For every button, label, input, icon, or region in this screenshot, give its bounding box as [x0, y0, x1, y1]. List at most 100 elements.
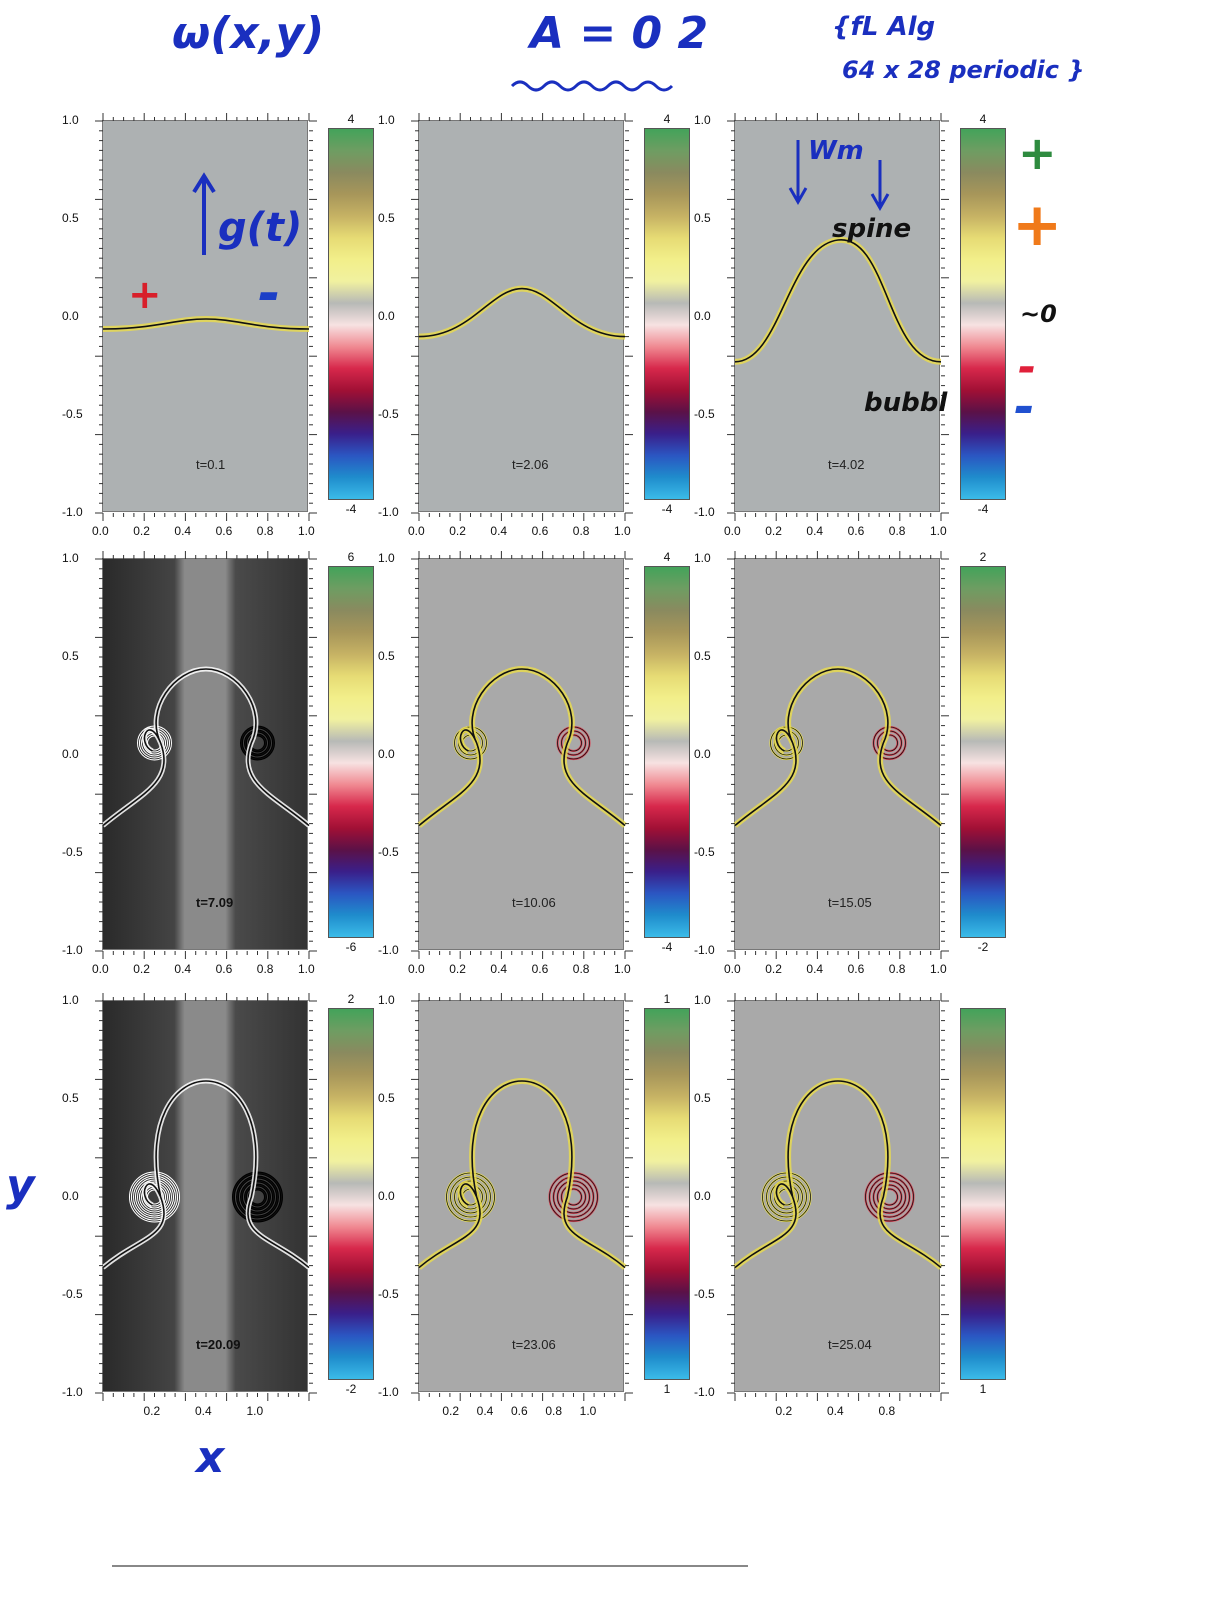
- vorticity-panel-8: t=23.06: [411, 993, 633, 1401]
- colorbar-max-label: 2: [347, 992, 355, 1006]
- y-tick-label: 0.5: [694, 1091, 711, 1105]
- y-tick-label: 1.0: [62, 551, 79, 565]
- wm-arrows: [788, 140, 890, 212]
- vorticity-panel-4: t=7.09: [95, 551, 317, 959]
- y-tick-label: 0.0: [378, 747, 395, 761]
- x-tick-label: 0.2: [133, 524, 150, 538]
- omega-label: ω(x,y): [172, 8, 325, 59]
- interface-plot: [727, 993, 949, 1401]
- y-tick-label: 0.5: [694, 649, 711, 663]
- colorbar: [644, 566, 690, 938]
- colorbar-min-label: -2: [977, 940, 989, 954]
- colorbar-min-label: -2: [345, 1382, 357, 1396]
- x-tick-label: 0.4: [490, 962, 508, 976]
- vorticity-panel-3: t=4.02: [727, 113, 949, 521]
- legend-plus-orange: +: [1012, 190, 1063, 260]
- x-tick-label: 0.0: [408, 524, 425, 538]
- x-tick-label: 0.8: [888, 524, 906, 538]
- x-tick-label: 0.2: [775, 1404, 793, 1418]
- x-tick-label: 1.0: [579, 1404, 597, 1418]
- colorbar: [960, 566, 1006, 938]
- y-tick-label: 0.5: [378, 649, 395, 663]
- y-tick-label: -0.5: [62, 407, 83, 421]
- x-tick-label: 0.8: [256, 962, 274, 976]
- time-label: t=7.09: [196, 895, 234, 910]
- x-tick-label: 0.6: [511, 1404, 528, 1418]
- y-tick-label: -0.5: [694, 407, 715, 421]
- colorbar-min-label: -4: [977, 502, 989, 516]
- colorbar-max-label: 1: [663, 992, 671, 1006]
- vorticity-panel-6: t=15.05: [727, 551, 949, 959]
- y-tick-label: -0.5: [378, 407, 399, 421]
- interface-plot: [411, 993, 633, 1401]
- x-tick-label: 0.2: [143, 1404, 161, 1418]
- y-tick-label: -1.0: [62, 943, 83, 957]
- colorbar: [644, 128, 690, 500]
- y-tick-label: -0.5: [694, 1287, 715, 1301]
- y-tick-label: 0.5: [62, 211, 79, 225]
- y-tick-label: -1.0: [694, 1385, 715, 1399]
- x-tick-label: 0.4: [490, 524, 508, 538]
- interface-plot: [411, 113, 633, 521]
- vorticity-panel-7: t=20.09: [95, 993, 317, 1401]
- legend-minus-red: -: [1018, 342, 1037, 393]
- method-line-1: {fL Alg: [832, 12, 936, 42]
- y-tick-label: -0.5: [694, 845, 715, 859]
- y-tick-label: 0.5: [378, 211, 395, 225]
- x-tick-label: 0.8: [572, 962, 590, 976]
- method-line-2: 64 x 28 periodic }: [842, 56, 1085, 84]
- colorbar: [328, 128, 374, 500]
- legend-plus-green: +: [1018, 126, 1057, 180]
- vorticity-panel-9: t=25.04: [727, 993, 949, 1401]
- vorticity-panel-5: t=10.06: [411, 551, 633, 959]
- time-label: t=23.06: [512, 1337, 556, 1352]
- x-tick-label: 0.0: [92, 524, 109, 538]
- time-label: t=15.05: [828, 895, 872, 910]
- interface-plot: [411, 551, 633, 959]
- x-tick-label: 0.8: [572, 524, 590, 538]
- interface-plot: [727, 113, 949, 521]
- x-tick-label: 0.4: [827, 1404, 844, 1418]
- x-tick-label: 0.2: [765, 962, 782, 976]
- wm-label: Wm: [808, 136, 864, 166]
- x-tick-label: 0.6: [847, 962, 865, 976]
- x-tick-label: 0.0: [724, 524, 741, 538]
- x-tick-label: 0.6: [215, 962, 233, 976]
- interface-plot: [95, 113, 317, 521]
- y-tick-label: -1.0: [378, 943, 399, 957]
- y-tick-label: -0.5: [62, 1287, 83, 1301]
- x-tick-label: 1.0: [298, 524, 315, 538]
- x-tick-label: 0.8: [878, 1404, 896, 1418]
- x-tick-label: 0.2: [449, 524, 466, 538]
- colorbar: [960, 128, 1006, 500]
- x-tick-label: 0.8: [888, 962, 906, 976]
- y-tick-label: 1.0: [378, 551, 395, 565]
- y-tick-label: -1.0: [694, 943, 715, 957]
- y-tick-label: 1.0: [694, 551, 711, 565]
- y-tick-label: 0.0: [694, 747, 711, 761]
- x-tick-label: 0.2: [765, 524, 782, 538]
- x-tick-label: 0.0: [408, 962, 425, 976]
- colorbar-min-label: 1: [663, 1382, 671, 1396]
- y-tick-label: -1.0: [378, 1385, 399, 1399]
- footer-line: [112, 1565, 748, 1567]
- gravity-arrow: [192, 172, 216, 255]
- colorbar-min-label: -6: [345, 940, 357, 954]
- x-tick-label: 0.4: [806, 962, 824, 976]
- y-tick-label: 1.0: [62, 993, 79, 1007]
- x-tick-label: 0.8: [256, 524, 274, 538]
- colorbar-max-label: 4: [663, 550, 671, 564]
- y-tick-label: -1.0: [378, 505, 399, 519]
- y-tick-label: 0.5: [694, 211, 711, 225]
- gravity-label: g(t): [218, 205, 303, 251]
- colorbar-max-label: 6: [347, 550, 355, 564]
- x-tick-label: 1.0: [298, 962, 315, 976]
- legend-minus-blue: -: [1014, 378, 1035, 436]
- plus-vorticity-mark: +: [128, 272, 162, 318]
- y-tick-label: 0.0: [694, 1189, 711, 1203]
- colorbar-max-label: 4: [347, 112, 355, 126]
- spine-label: spine: [832, 214, 912, 244]
- x-axis-label: x: [196, 1432, 225, 1483]
- x-tick-label: 0.4: [174, 524, 192, 538]
- y-tick-label: 1.0: [694, 993, 711, 1007]
